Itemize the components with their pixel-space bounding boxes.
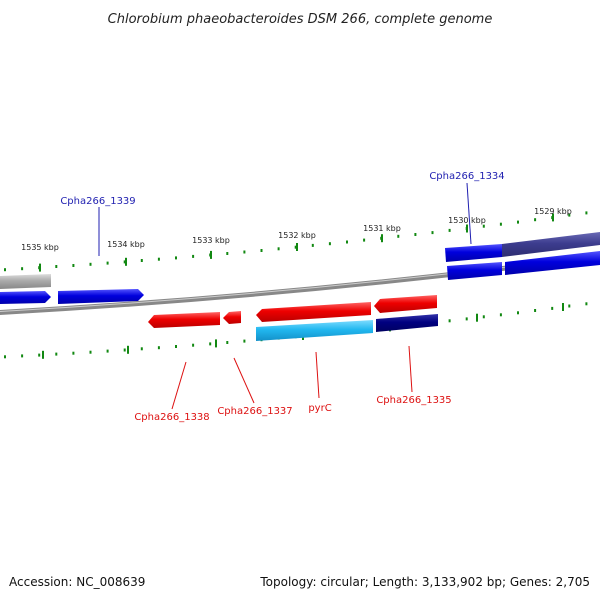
gene-blue-right-b <box>505 251 600 275</box>
gene-cpha266-1339 <box>58 289 144 304</box>
leader-pyrC <box>315 351 320 399</box>
accession-text: Accession: NC_008639 <box>9 575 145 589</box>
tick-label-1532: 1532 kbp <box>278 231 316 240</box>
label-pyrC: pyrC <box>308 403 331 414</box>
tick-label-1533: 1533 kbp <box>192 236 230 245</box>
gene-cpha266-1335 <box>374 295 437 313</box>
tick-label-1529: 1529 kbp <box>534 207 572 216</box>
label-cpha266-1338: Cpha266_1338 <box>134 412 209 423</box>
leader-cpha266-1334 <box>466 182 472 245</box>
tick-label-1534: 1534 kbp <box>107 240 145 249</box>
map-title: Chlorobium phaeobacteroides DSM 266, com… <box>108 12 493 27</box>
label-cpha266-1334: Cpha266_1334 <box>429 171 504 182</box>
gene-pyrC <box>256 302 371 322</box>
gene-blue-left <box>0 291 51 304</box>
label-cpha266-1339: Cpha266_1339 <box>60 196 135 207</box>
label-cpha266-1337: Cpha266_1337 <box>217 406 292 417</box>
gene-navy <box>376 314 438 332</box>
tick-label-1530: 1530 kbp <box>448 216 486 225</box>
gene-gray-left <box>0 274 51 289</box>
gene-cyan <box>256 320 373 341</box>
gene-cpha266-1338 <box>148 312 220 328</box>
leader-cpha266-1338 <box>171 361 187 410</box>
gene-blue-right-a <box>447 262 502 280</box>
leader-cpha266-1337 <box>233 357 255 404</box>
upper-tick-row <box>4 211 588 272</box>
tick-label-1535: 1535 kbp <box>21 243 59 252</box>
tick-label-1531: 1531 kbp <box>363 224 401 233</box>
gene-slate-right <box>502 232 600 257</box>
leader-cpha266-1335 <box>408 345 413 393</box>
gene-cpha266-1334 <box>445 244 502 262</box>
genome-summary-text: Topology: circular; Length: 3,133,902 bp… <box>259 575 590 589</box>
gene-cpha266-1337 <box>223 311 241 324</box>
label-cpha266-1335: Cpha266_1335 <box>376 395 451 406</box>
